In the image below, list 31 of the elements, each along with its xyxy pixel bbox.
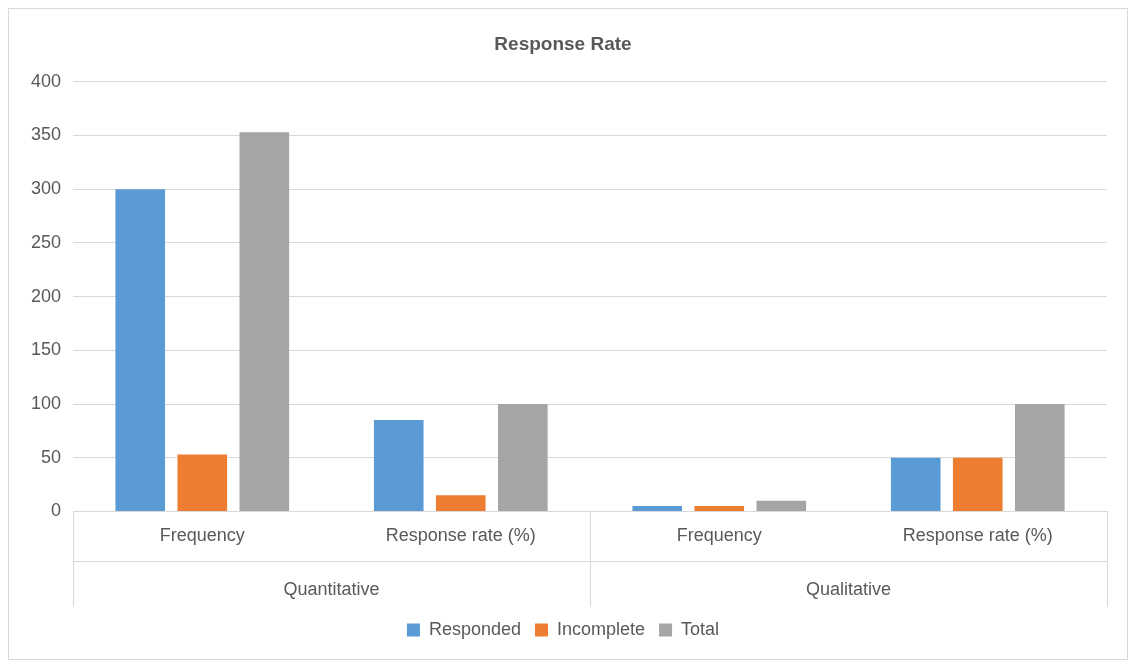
legend-label: Responded	[428, 618, 522, 639]
y-tick-label: 100	[30, 392, 62, 413]
bar	[694, 506, 745, 511]
text: Quantitative	[283, 578, 380, 599]
bar	[497, 404, 548, 511]
bar	[177, 454, 228, 511]
y-tick-label: 300	[30, 178, 62, 199]
x-tick-label: Response rate (%)	[385, 525, 536, 546]
bar	[1014, 404, 1065, 511]
bar	[756, 500, 807, 511]
y-tick-label: 350	[30, 124, 62, 145]
legend-label: Incomplete	[557, 618, 646, 639]
y-tick-label: 400	[30, 70, 62, 91]
y-tick-label: 200	[30, 285, 62, 306]
chart-title: Response Rate	[494, 32, 632, 54]
y-tick-label: 50	[41, 446, 62, 467]
text: Qualitative	[805, 578, 892, 599]
bar	[115, 189, 166, 511]
bar	[890, 457, 941, 511]
x-tick-label: Frequency	[159, 525, 245, 546]
y-tick-label: 250	[30, 231, 62, 252]
bar	[952, 457, 1003, 511]
legend-label: Total	[681, 618, 720, 639]
x-tick-label: Frequency	[676, 525, 762, 546]
bar	[632, 506, 683, 511]
bar	[435, 495, 486, 511]
bar	[239, 132, 290, 511]
y-tick-label: 0	[51, 500, 62, 521]
y-tick-label: 150	[30, 339, 62, 360]
bar	[373, 420, 424, 511]
x-tick-label: Response rate (%)	[902, 525, 1053, 546]
